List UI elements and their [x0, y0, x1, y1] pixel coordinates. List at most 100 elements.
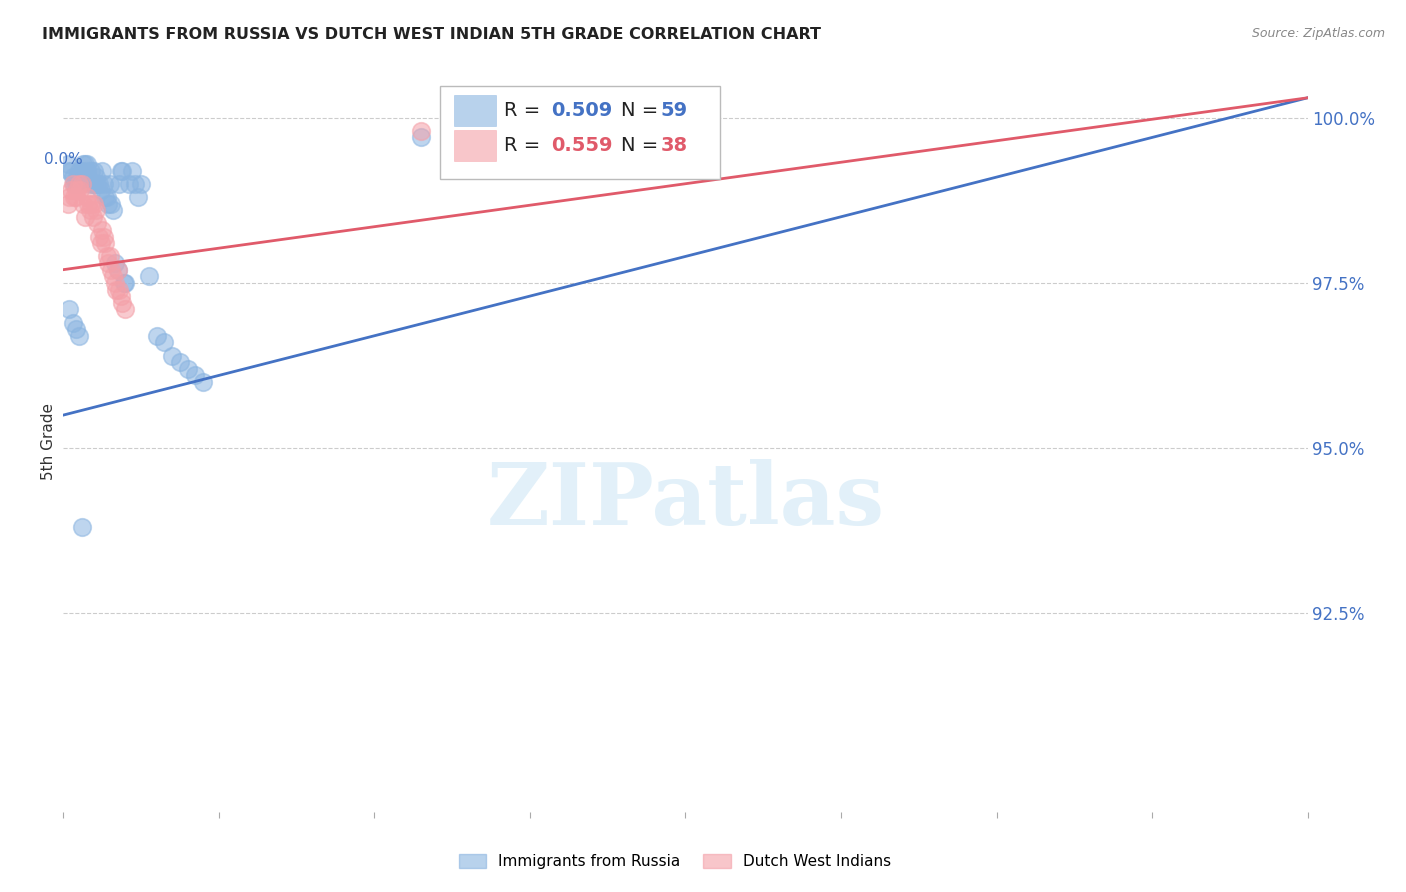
- Point: [177, 361, 200, 376]
- Point: [73, 157, 96, 171]
- Text: 0.509: 0.509: [551, 101, 612, 120]
- Point: [91, 223, 114, 237]
- Point: [138, 269, 160, 284]
- Point: [96, 190, 118, 204]
- Point: [76, 157, 98, 171]
- Point: [67, 163, 90, 178]
- Point: [72, 196, 94, 211]
- Point: [83, 163, 105, 178]
- Point: [160, 349, 183, 363]
- Point: [184, 368, 207, 383]
- Point: [111, 295, 134, 310]
- Point: [86, 177, 108, 191]
- Point: [97, 256, 120, 270]
- Point: [409, 130, 432, 145]
- Point: [127, 190, 149, 204]
- Point: [121, 163, 143, 178]
- Point: [77, 196, 100, 211]
- Point: [108, 177, 131, 191]
- Point: [101, 203, 124, 218]
- Point: [79, 177, 101, 191]
- FancyBboxPatch shape: [454, 130, 496, 161]
- FancyBboxPatch shape: [454, 95, 496, 126]
- Point: [82, 210, 104, 224]
- Point: [117, 177, 139, 191]
- Point: [65, 190, 87, 204]
- Point: [62, 170, 84, 185]
- Text: N =: N =: [620, 101, 664, 120]
- Text: R =: R =: [503, 101, 547, 120]
- Point: [76, 190, 98, 204]
- Point: [97, 196, 120, 211]
- Point: [65, 322, 87, 336]
- Point: [105, 283, 128, 297]
- Point: [84, 170, 107, 185]
- Text: ZIPatlas: ZIPatlas: [486, 458, 884, 542]
- Point: [69, 170, 91, 185]
- Point: [108, 283, 131, 297]
- Point: [409, 124, 432, 138]
- Point: [76, 163, 98, 178]
- Point: [83, 196, 105, 211]
- Legend: Immigrants from Russia, Dutch West Indians: Immigrants from Russia, Dutch West India…: [453, 847, 897, 875]
- Point: [77, 170, 100, 185]
- Point: [104, 256, 127, 270]
- Point: [58, 163, 80, 178]
- Point: [60, 183, 83, 197]
- Point: [62, 177, 84, 191]
- Point: [70, 163, 93, 178]
- Point: [63, 190, 86, 204]
- Point: [129, 177, 152, 191]
- Point: [65, 177, 87, 191]
- Point: [66, 183, 89, 197]
- Point: [62, 316, 84, 330]
- Text: N =: N =: [620, 136, 664, 155]
- Text: 0.559: 0.559: [551, 136, 613, 155]
- Point: [111, 163, 134, 178]
- Point: [66, 170, 89, 185]
- FancyBboxPatch shape: [440, 87, 720, 178]
- Point: [112, 276, 135, 290]
- Point: [94, 236, 117, 251]
- Point: [56, 196, 79, 211]
- Point: [83, 177, 105, 191]
- Point: [56, 157, 79, 171]
- Point: [90, 236, 112, 251]
- Point: [84, 203, 107, 218]
- Point: [93, 177, 115, 191]
- Point: [82, 177, 104, 191]
- Point: [60, 163, 83, 178]
- Text: IMMIGRANTS FROM RUSSIA VS DUTCH WEST INDIAN 5TH GRADE CORRELATION CHART: IMMIGRANTS FROM RUSSIA VS DUTCH WEST IND…: [42, 27, 821, 42]
- Point: [193, 375, 215, 389]
- Y-axis label: 5th Grade: 5th Grade: [41, 403, 56, 480]
- Point: [98, 177, 121, 191]
- Point: [104, 276, 127, 290]
- Point: [93, 229, 115, 244]
- Point: [80, 163, 103, 178]
- Text: 59: 59: [661, 101, 688, 120]
- Point: [72, 157, 94, 171]
- Point: [73, 210, 96, 224]
- Point: [114, 276, 136, 290]
- Point: [100, 262, 122, 277]
- Point: [145, 328, 167, 343]
- Point: [91, 163, 114, 178]
- Point: [67, 177, 90, 191]
- Point: [90, 183, 112, 197]
- Point: [96, 249, 118, 263]
- Point: [58, 190, 80, 204]
- Point: [110, 163, 132, 178]
- Text: R =: R =: [503, 136, 547, 155]
- Point: [98, 249, 121, 263]
- Point: [101, 269, 124, 284]
- Point: [124, 177, 146, 191]
- Point: [86, 216, 108, 230]
- Text: 38: 38: [661, 136, 688, 155]
- Point: [63, 177, 86, 191]
- Text: 0.0%: 0.0%: [44, 152, 83, 167]
- Point: [100, 196, 122, 211]
- Point: [169, 355, 191, 369]
- Text: Source: ZipAtlas.com: Source: ZipAtlas.com: [1251, 27, 1385, 40]
- Point: [67, 328, 90, 343]
- Point: [107, 262, 129, 277]
